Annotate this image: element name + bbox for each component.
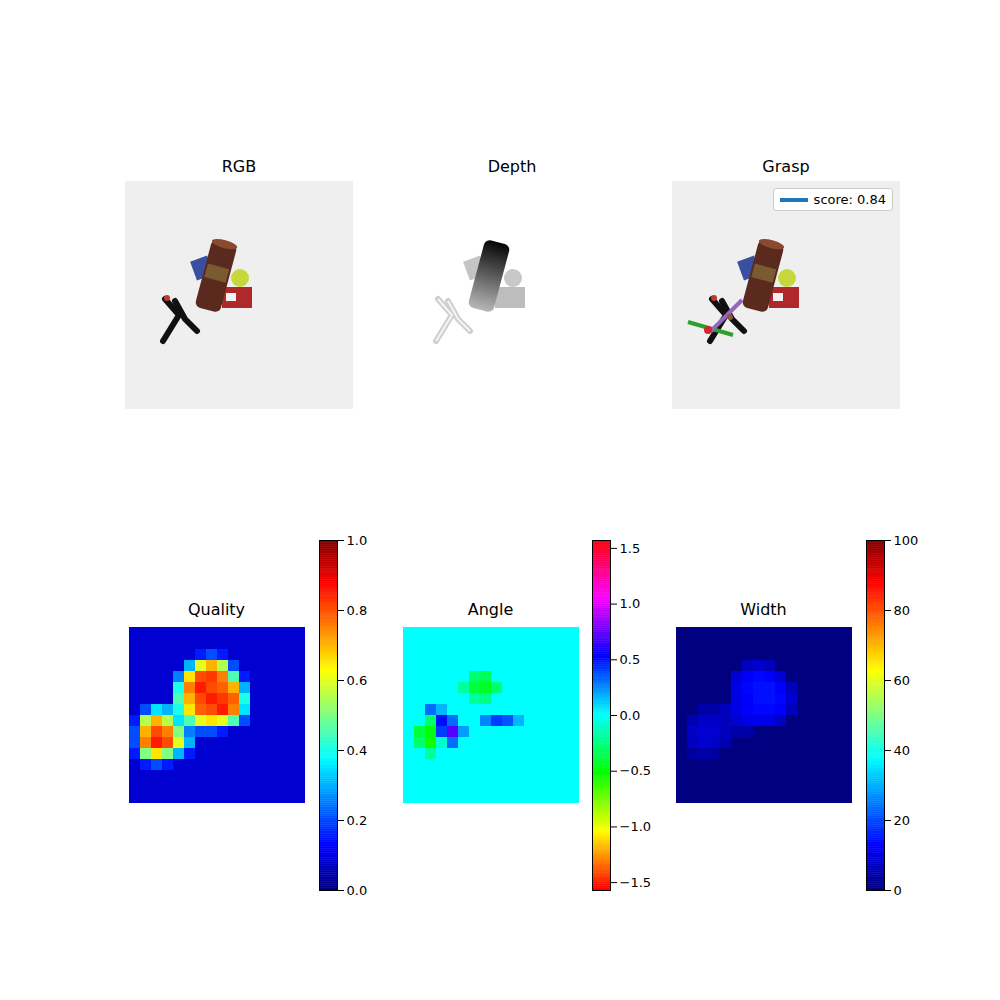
- html-text:Depth: Depth: [487, 157, 537, 176]
- html-text:Grasp: Grasp: [762, 157, 810, 176]
- svg-text:0.5: 0.5: [620, 652, 641, 667]
- svg-text:0.8: 0.8: [347, 603, 368, 618]
- svg-text:−0.5: −0.5: [620, 763, 652, 778]
- svg-text:0.0: 0.0: [347, 883, 368, 898]
- svg-text:40: 40: [894, 743, 911, 758]
- svg-text:0.0: 0.0: [620, 708, 641, 723]
- svg-text:1.5: 1.5: [620, 541, 641, 556]
- svg-text:1.0: 1.0: [620, 596, 641, 611]
- svg-text:0.4: 0.4: [347, 743, 368, 758]
- html-text:RGB: RGB: [221, 157, 257, 176]
- html-text:Angle: Angle: [467, 600, 514, 619]
- svg-text:−1.5: −1.5: [620, 875, 652, 890]
- svg-text:0.2: 0.2: [347, 813, 368, 828]
- svg-text:1.0: 1.0: [347, 533, 368, 548]
- svg-text:0.6: 0.6: [347, 673, 368, 688]
- svg-text:100: 100: [894, 533, 919, 548]
- svg-text:80: 80: [894, 603, 911, 618]
- svg-text:0: 0: [894, 883, 902, 898]
- svg-text:20: 20: [894, 813, 911, 828]
- html-text:Quality: Quality: [187, 600, 246, 619]
- html-text:Width: Width: [740, 600, 787, 619]
- html-text:score: 0.84: score: 0.84: [813, 192, 886, 207]
- svg-text:60: 60: [894, 673, 911, 688]
- svg-text:−1.0: −1.0: [620, 819, 652, 834]
